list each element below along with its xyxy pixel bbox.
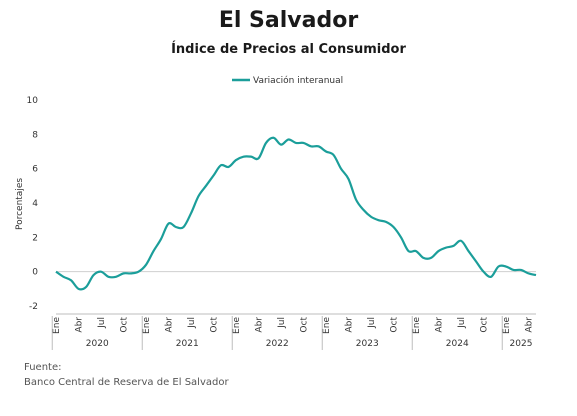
y-tick-label: 2 bbox=[32, 233, 38, 243]
x-tick-label: Abr bbox=[165, 317, 175, 333]
source-note: Fuente: Banco Central de Reserva de El S… bbox=[24, 360, 229, 390]
x-tick-label: Jul bbox=[187, 317, 197, 329]
y-tick-label: 0 bbox=[32, 268, 38, 278]
x-tick-label: Abr bbox=[435, 317, 445, 333]
x-tick-label: Abr bbox=[525, 317, 535, 333]
x-tick-label: Ene bbox=[142, 317, 152, 334]
x-axis: Ene Abr Jul Oct Ene Abr Jul Oct Ene Abr Jul Oct Ene A… bbox=[51, 313, 536, 350]
source-label: Fuente: bbox=[24, 362, 62, 373]
y-tick-label: 4 bbox=[32, 199, 38, 209]
chart-title: El Salvador bbox=[218, 8, 359, 33]
y-tick-label: -2 bbox=[29, 302, 38, 312]
year-label: 2025 bbox=[510, 339, 533, 349]
year-label: 2020 bbox=[86, 339, 109, 349]
x-tick-label: Oct bbox=[120, 317, 130, 333]
legend-label: Variación interanual bbox=[253, 75, 343, 86]
x-tick-label: Oct bbox=[390, 317, 400, 333]
x-tick-label: Ene bbox=[52, 317, 62, 334]
year-label: 2022 bbox=[266, 339, 289, 349]
plot-area bbox=[55, 136, 537, 291]
x-tick-label: Abr bbox=[255, 317, 265, 333]
series-line bbox=[55, 136, 537, 291]
x-tick-label: Oct bbox=[480, 317, 490, 333]
x-tick-label: Jul bbox=[367, 317, 377, 329]
y-tick-label: 6 bbox=[32, 165, 38, 175]
x-tick-label: Abr bbox=[75, 317, 85, 333]
legend: Variación interanual bbox=[232, 75, 343, 86]
year-label: 2023 bbox=[356, 339, 379, 349]
x-tick-label: Ene bbox=[232, 317, 242, 334]
source-text: Banco Central de Reserva de El Salvador bbox=[24, 377, 229, 388]
y-axis-title: Porcentajes bbox=[15, 178, 25, 230]
x-tick-label: Ene bbox=[322, 317, 332, 334]
year-label: 2024 bbox=[446, 339, 469, 349]
chart-subtitle: Índice de Precios al Consumidor bbox=[171, 42, 406, 57]
x-tick-label: Jul bbox=[97, 317, 107, 329]
y-axis: -2 0 2 4 6 8 10 bbox=[27, 96, 39, 312]
y-tick-label: 8 bbox=[32, 130, 38, 140]
x-tick-label: Jul bbox=[457, 317, 467, 329]
x-tick-label: Abr bbox=[345, 317, 355, 333]
x-tick-label: Oct bbox=[300, 317, 310, 333]
x-tick-label: Ene bbox=[502, 317, 512, 334]
y-tick-label: 10 bbox=[27, 96, 39, 106]
x-tick-label: Jul bbox=[277, 317, 287, 329]
x-tick-label: Ene bbox=[412, 317, 422, 334]
year-label: 2021 bbox=[176, 339, 199, 349]
x-tick-label: Oct bbox=[210, 317, 220, 333]
